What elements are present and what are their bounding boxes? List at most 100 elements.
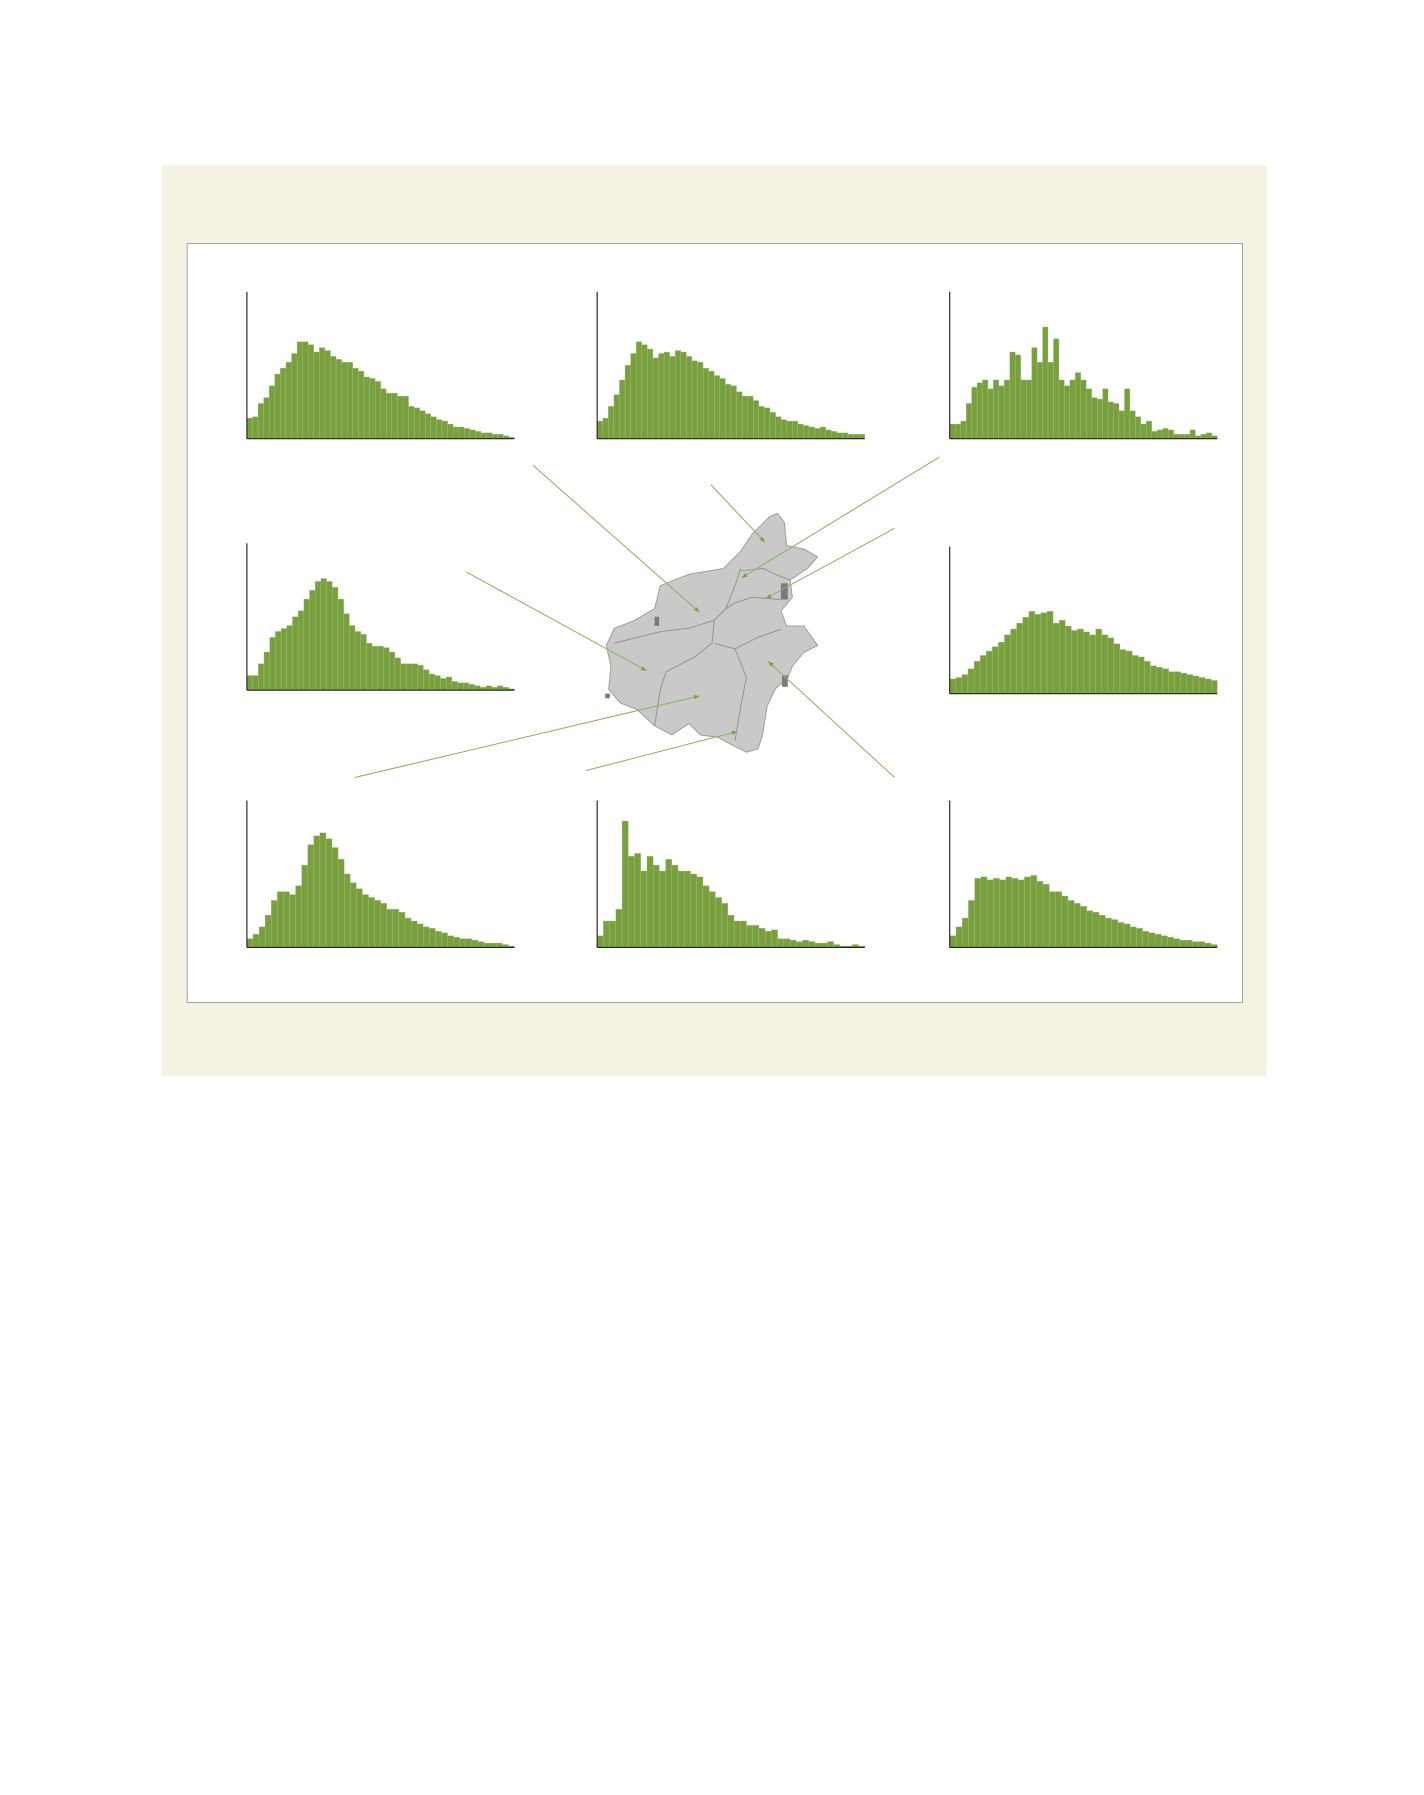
histogram-bar — [1046, 611, 1054, 694]
histogram-bar — [980, 876, 988, 948]
histogram-bar — [1157, 429, 1163, 439]
histogram-bar — [408, 406, 415, 439]
histogram-bar — [641, 344, 648, 439]
histogram-bar — [814, 428, 821, 439]
histogram-middle-left — [246, 543, 515, 691]
histogram-bar — [441, 420, 448, 439]
histogram-bar — [411, 663, 418, 691]
histogram-bar — [719, 378, 726, 439]
histogram-bar — [283, 891, 290, 948]
histogram-bar — [831, 431, 838, 439]
histogram-bar — [1058, 379, 1065, 439]
histogram-bar — [993, 379, 1000, 439]
histogram-bar — [973, 661, 981, 694]
histogram-bar — [458, 426, 465, 439]
leader-line — [767, 661, 895, 778]
histogram-bar — [269, 385, 275, 439]
histogram-bar — [263, 651, 270, 691]
histogram-bar — [819, 426, 826, 439]
histogram-bar — [441, 932, 448, 948]
histogram-top-right — [949, 291, 1218, 440]
histogram-bar — [380, 388, 387, 439]
histogram-bar — [752, 925, 760, 948]
leader-line — [532, 464, 700, 613]
histogram-bar — [428, 673, 435, 691]
histogram-bar — [447, 935, 454, 948]
histogram-bottom-right — [949, 800, 1218, 949]
histogram-bar — [477, 941, 485, 948]
histogram-bar — [1186, 674, 1194, 694]
histogram-top-left — [246, 291, 515, 440]
histogram-bar — [1107, 401, 1114, 439]
histogram-bar — [1025, 379, 1032, 439]
histogram-bar — [366, 643, 373, 691]
histogram-bar — [690, 873, 697, 948]
histogram-bar — [1148, 932, 1156, 948]
histogram-bar — [1198, 677, 1206, 694]
histogram-bar — [430, 416, 437, 439]
histogram-bar — [280, 367, 287, 439]
histogram-bar — [736, 391, 743, 439]
histogram-bar — [331, 847, 339, 948]
histogram-bar — [702, 367, 709, 439]
histogram-bar — [836, 432, 843, 439]
histogram-bar — [391, 392, 398, 439]
histogram-bottom-center — [596, 800, 865, 949]
histogram-bar — [1186, 939, 1193, 948]
histogram-top-center — [596, 291, 865, 440]
histogram-bar — [402, 395, 409, 439]
histogram-bar — [758, 406, 765, 439]
histogram-bar — [269, 637, 276, 691]
histogram-bar — [380, 903, 387, 948]
histogram-bar — [1034, 614, 1042, 694]
histogram-bar — [1154, 934, 1162, 948]
histogram-bar — [398, 912, 406, 948]
histogram-bar — [264, 914, 272, 948]
histogram-bar — [1065, 625, 1072, 694]
histogram-bar — [435, 931, 442, 948]
histogram-bar — [993, 878, 1000, 948]
histogram-bar — [1096, 398, 1103, 439]
histogram-bar — [1105, 917, 1112, 948]
histogram-bar — [1140, 423, 1147, 439]
leader-line — [585, 731, 738, 772]
histogram-bar — [1005, 876, 1013, 948]
histogram-bar — [363, 376, 370, 439]
histogram-bar — [721, 903, 729, 948]
histogram-bar — [1004, 379, 1010, 439]
histogram-bar — [451, 681, 458, 691]
histogram-bar — [659, 870, 666, 948]
histogram-bar — [386, 909, 394, 948]
histogram-bar — [1052, 622, 1060, 694]
histogram-bar — [410, 920, 418, 948]
histogram-bar — [1168, 671, 1175, 694]
leader-line — [465, 571, 647, 672]
histogram-bar — [1077, 628, 1084, 694]
histogram-bar — [445, 676, 453, 691]
histogram-bar — [263, 397, 270, 439]
histogram-bar — [965, 403, 972, 439]
histogram-bar — [417, 665, 424, 691]
histogram-bar — [496, 942, 503, 948]
histogram-bar — [808, 426, 815, 439]
histogram-bar — [360, 634, 367, 691]
histogram-bar — [1156, 667, 1163, 694]
histogram-bar — [1031, 347, 1038, 439]
histogram-bar — [465, 938, 473, 948]
histogram-bar — [324, 350, 331, 439]
histogram-bar — [258, 663, 265, 691]
histogram-bar — [976, 382, 983, 439]
histogram-bar — [457, 682, 464, 691]
histogram-bar — [663, 351, 670, 439]
histogram-bar — [1131, 655, 1139, 694]
histogram-bar — [343, 613, 350, 691]
histogram-bar — [971, 387, 978, 439]
histogram-bar — [733, 920, 741, 948]
histogram-bar — [715, 897, 722, 948]
histogram-bar — [1036, 881, 1044, 948]
arrowhead-icon — [731, 730, 738, 736]
histogram-bar — [796, 941, 803, 948]
histogram-bar — [758, 928, 766, 948]
histogram-bar — [619, 379, 626, 439]
histogram-bar — [949, 423, 956, 439]
